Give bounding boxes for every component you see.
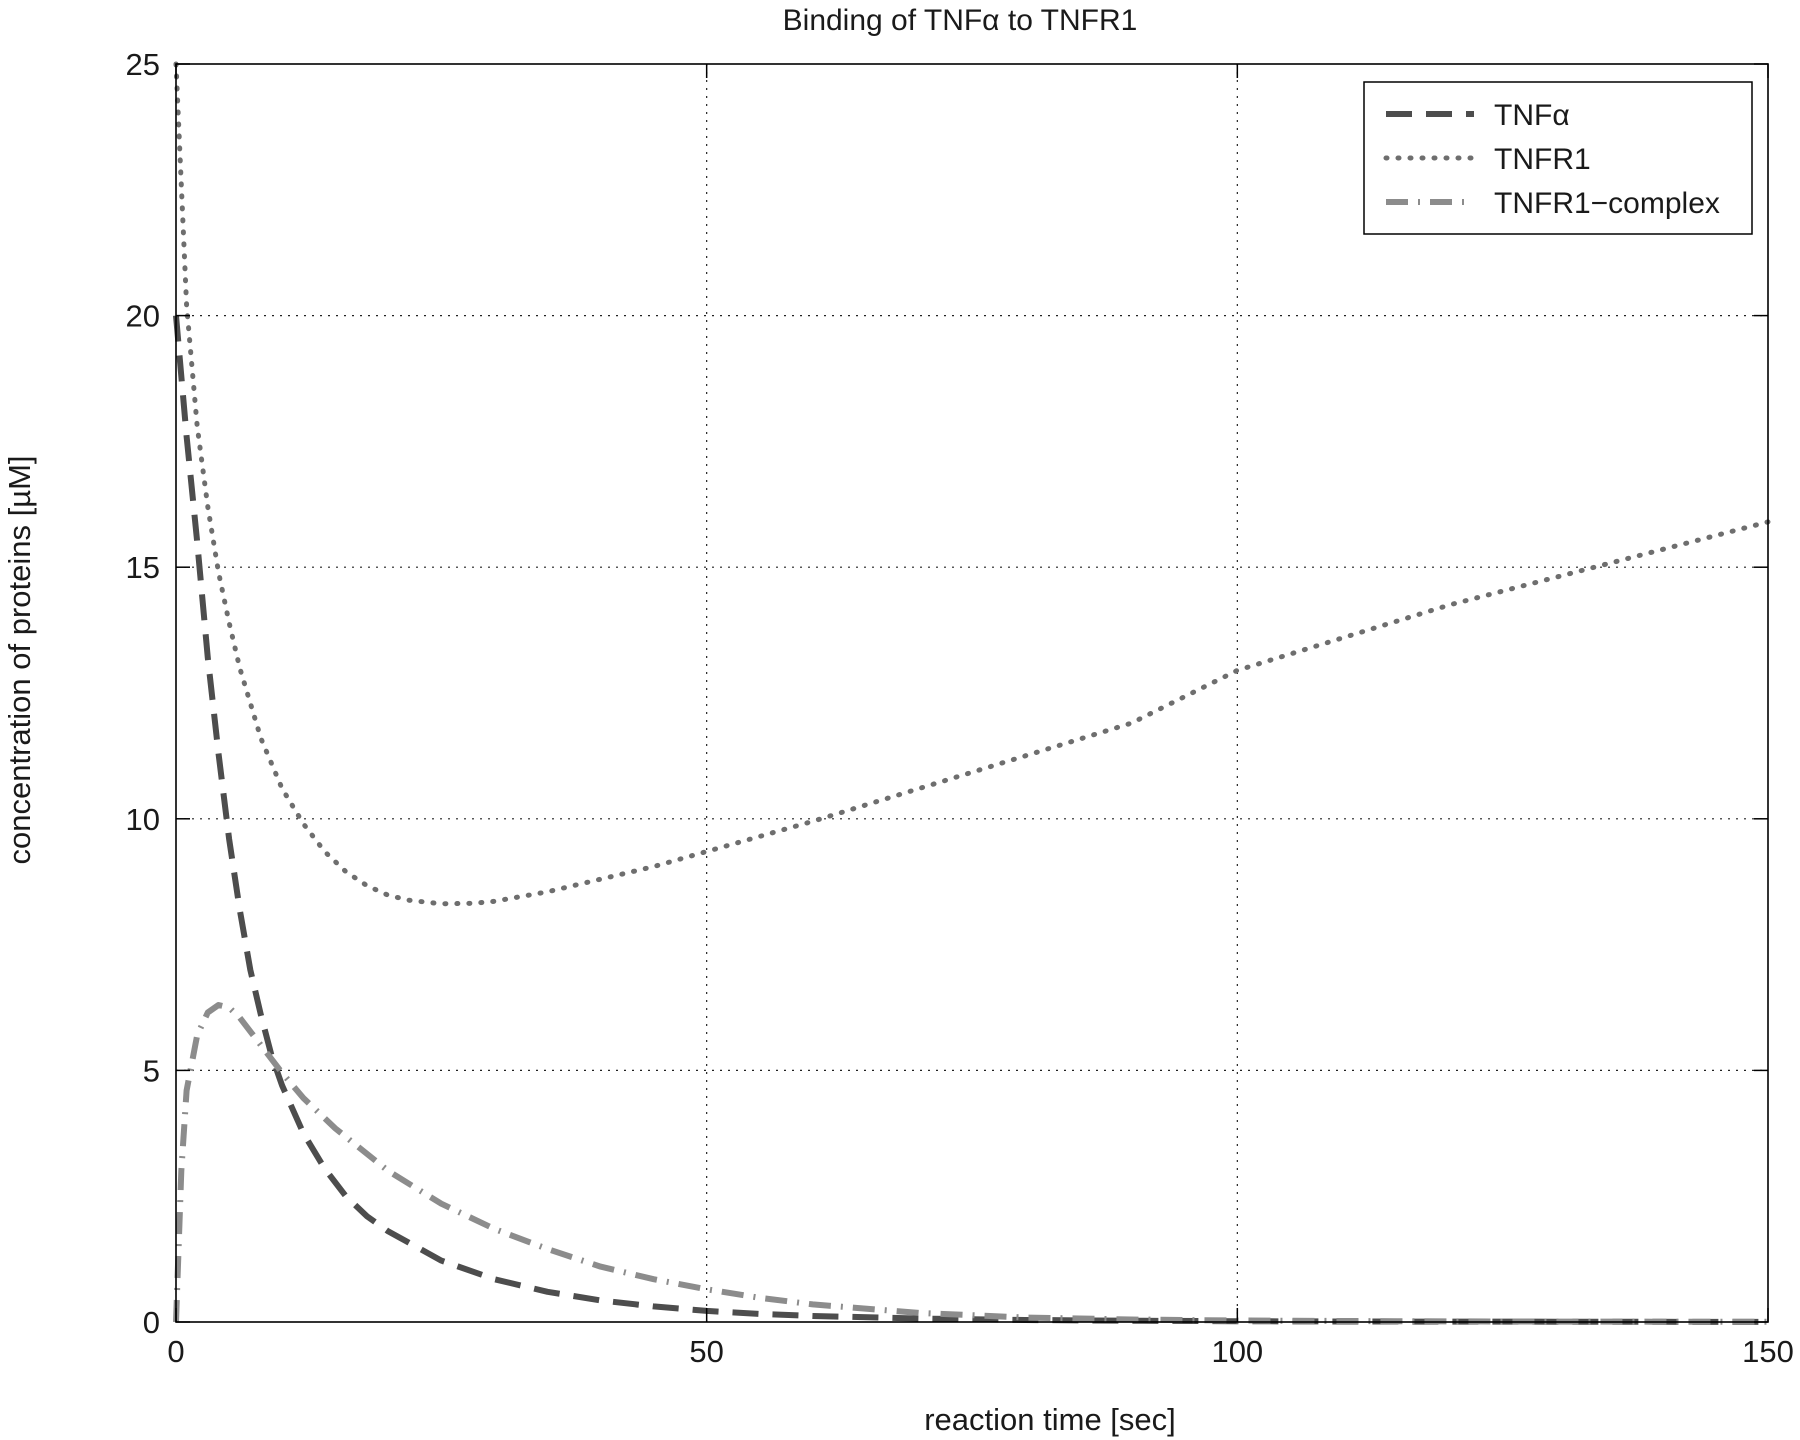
- y-tick-label: 20: [126, 299, 160, 334]
- legend: TNFα TNFR1 TNFR1−complex: [1363, 81, 1753, 235]
- y-axis-label: concentration of proteins [µM]: [2, 455, 37, 864]
- legend-label: TNFα: [1494, 99, 1570, 132]
- series-line: [173, 1002, 1769, 1325]
- x-tick-label: 100: [1211, 1334, 1263, 1369]
- x-axis-label: reaction time [sec]: [924, 1402, 1176, 1437]
- chart-title: Binding of TNFα to TNFR1: [783, 4, 1138, 37]
- legend-box: [1363, 81, 1753, 235]
- axes-frame: [175, 63, 1769, 1323]
- series-line: [173, 61, 1771, 907]
- grid-lines: [176, 64, 1768, 1322]
- series-lines: [173, 61, 1771, 1325]
- x-tick-label: 0: [167, 1334, 184, 1369]
- y-tick-label: 5: [143, 1053, 160, 1088]
- axes: [175, 63, 1769, 1323]
- tick-labels: 0 50 100 150 0 5 10 15 20 25: [126, 47, 1794, 1369]
- legend-label: TNFR1: [1494, 143, 1591, 176]
- y-tick-label: 25: [126, 47, 160, 82]
- y-tick-label: 10: [126, 802, 160, 837]
- y-tick-label: 15: [126, 550, 160, 585]
- legend-label: TNFR1−complex: [1494, 187, 1720, 220]
- x-tick-label: 50: [689, 1334, 723, 1369]
- y-tick-label: 0: [143, 1305, 160, 1340]
- x-tick-label: 150: [1742, 1334, 1794, 1369]
- series-line: [173, 315, 1769, 1325]
